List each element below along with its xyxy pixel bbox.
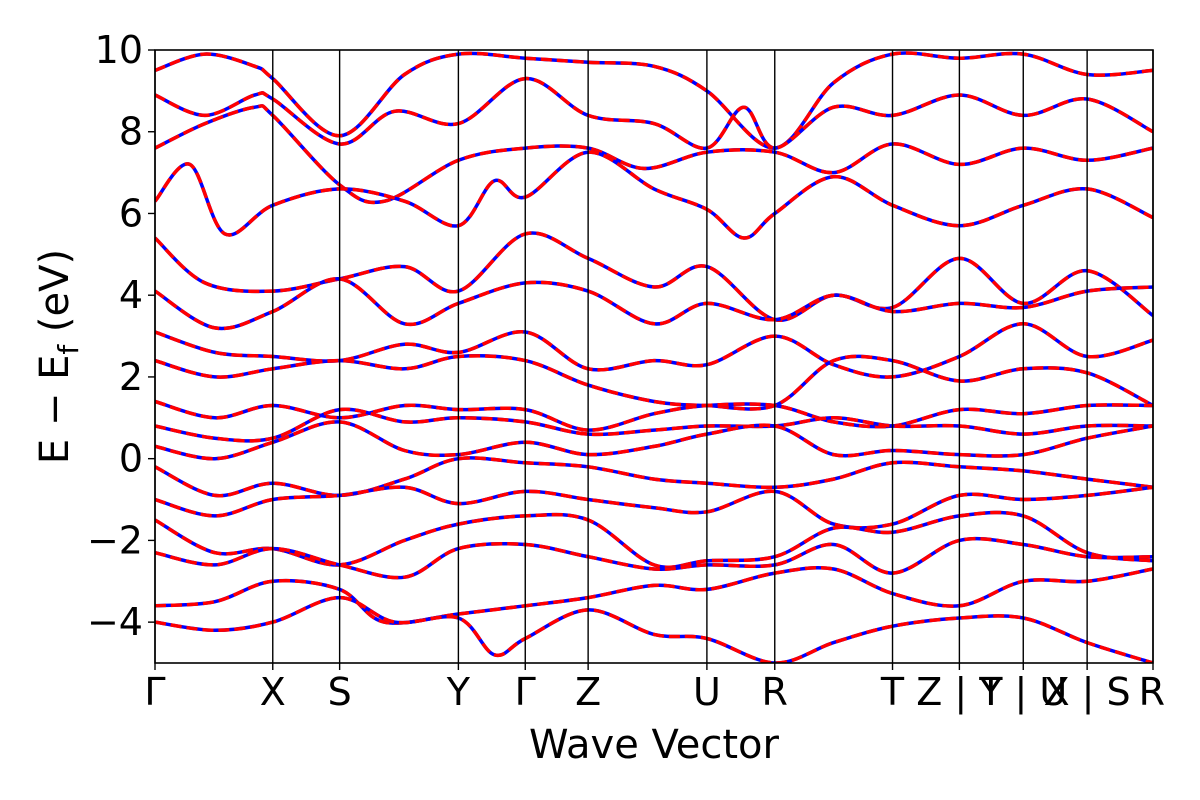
band-11-dashed-line xyxy=(155,420,1153,461)
x-tick-label-3: S xyxy=(328,670,352,714)
band-16-dashed-line xyxy=(155,565,1153,625)
x-tick-label-2: X xyxy=(260,670,286,714)
x-tick-label-11: T | U xyxy=(978,670,1067,715)
y-tick-label-8: 10 xyxy=(95,28,143,72)
y-tick-label-7: 8 xyxy=(119,110,143,154)
x-tick-label-5: Γ xyxy=(515,670,536,714)
y-tick-label-1: −4 xyxy=(87,600,143,644)
x-axis-label: Wave Vector xyxy=(529,722,780,768)
band-8-dashed-line xyxy=(155,354,1153,411)
band-1-dashed-line xyxy=(155,51,1153,150)
y-tick-label-2: −2 xyxy=(87,518,143,562)
y-tick-label-4: 2 xyxy=(119,355,143,399)
band-17-dashed-line xyxy=(155,595,1153,663)
x-tick-label-7: U xyxy=(693,670,721,714)
x-tick-label-4: Y xyxy=(446,670,471,714)
band-5-dashed-line xyxy=(155,231,1153,322)
x-tick-label-8: R xyxy=(762,670,788,714)
x-tick-label-10: Z | Y xyxy=(916,670,1003,715)
x-tick-label-6: Z xyxy=(575,670,601,714)
x-tick-label-9: T xyxy=(880,670,905,714)
x-tick-label-12: X | S xyxy=(1044,670,1131,715)
y-axis-ticks: −4 −2 0 2 4 6 8 10 xyxy=(87,28,155,644)
y-tick-label-3: 0 xyxy=(119,437,143,481)
y-axis-label-suffix: (eV) xyxy=(32,249,78,345)
bands-layer xyxy=(155,51,1153,663)
y-axis-label: E − Ef (eV) xyxy=(32,249,85,464)
band-11-line xyxy=(155,420,1153,461)
y-tick-label-6: 6 xyxy=(119,191,143,235)
band-6-dashed-line xyxy=(155,277,1153,331)
y-tick-label-5: 4 xyxy=(119,273,143,317)
band-13-dashed-line xyxy=(155,485,1153,530)
band-9-line xyxy=(155,399,1153,432)
y-axis-label-base: E − E xyxy=(32,355,78,465)
band-7-line xyxy=(155,322,1153,379)
x-tick-label-1: Γ xyxy=(144,670,165,714)
x-tick-label-13: R xyxy=(1139,670,1165,714)
band-13-line xyxy=(155,485,1153,530)
plot-frame xyxy=(154,49,1154,664)
kpoint-lines xyxy=(154,50,1154,663)
band-15-dashed-line xyxy=(155,536,1153,580)
band-14-dashed-line xyxy=(155,510,1153,570)
band-9-dashed-line xyxy=(155,399,1153,432)
band-12-dashed-line xyxy=(155,456,1153,498)
y-axis-label-subscript: f xyxy=(52,344,85,355)
band-4-dashed-line xyxy=(155,150,1153,240)
band-4-line xyxy=(155,150,1153,240)
band-12-line xyxy=(155,456,1153,498)
band-10-dashed-line xyxy=(155,407,1153,443)
band-7-dashed-line xyxy=(155,322,1153,379)
